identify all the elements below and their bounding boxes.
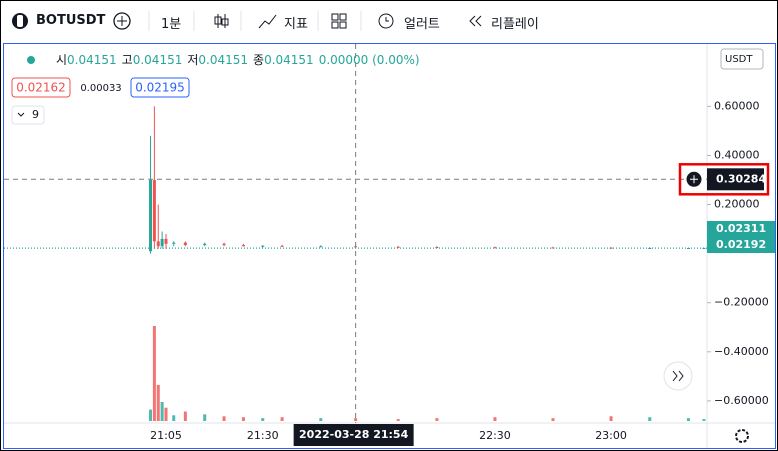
status-dot bbox=[27, 56, 35, 64]
volume-bar bbox=[648, 417, 652, 421]
legend-low-label: 저 bbox=[187, 53, 198, 67]
volume-bar bbox=[164, 407, 168, 421]
x-tick-label: 21:30 bbox=[247, 429, 279, 442]
ask: 0.02195 bbox=[135, 81, 185, 95]
volume-bar bbox=[686, 418, 690, 421]
volume-bar bbox=[203, 414, 207, 421]
indicator-count: 9 bbox=[32, 108, 39, 121]
bid-box bbox=[11, 77, 71, 98]
volume-bar bbox=[280, 417, 284, 421]
interval[interactable]: 1분 bbox=[161, 17, 182, 32]
ask-box bbox=[130, 77, 190, 98]
legend-close-label: 종 bbox=[253, 53, 264, 67]
crosshair-price-box bbox=[678, 163, 770, 196]
chart-frame: 0.60000 0.40000 0.20000 −0.20000 −0.40000 −0.… bbox=[3, 43, 776, 449]
volume-bar bbox=[172, 415, 176, 421]
last-price-box bbox=[707, 237, 775, 253]
candle-body bbox=[203, 243, 207, 246]
candle-body bbox=[609, 247, 613, 249]
last-price-label: 0.02311 bbox=[716, 222, 766, 235]
legend-low: 0.04151 bbox=[198, 53, 248, 67]
chart: 0.60000 0.40000 0.20000 −0.20000 −0.40000 −0.… bbox=[4, 44, 775, 448]
volume-bar bbox=[551, 418, 555, 421]
y-tick-label: −0.40000 bbox=[714, 345, 769, 358]
replay[interactable]: 리플레이 bbox=[491, 17, 539, 32]
candle-body bbox=[172, 242, 176, 244]
crosshair-price-label: 0.30284 bbox=[716, 172, 766, 185]
spread: 0.00033 bbox=[80, 83, 121, 94]
y-tick-label: 0.20000 bbox=[714, 198, 760, 211]
volume-bar bbox=[156, 384, 160, 421]
chevron bbox=[17, 112, 25, 117]
volume-bar bbox=[493, 417, 497, 421]
legend-change: 0.00000 (0.00%) bbox=[319, 53, 420, 67]
toolbar: BOTUSDT 1분 지표 얼러트 리플레이 bbox=[1, 1, 777, 41]
volume-bar bbox=[160, 402, 164, 421]
volume-bar bbox=[354, 418, 358, 421]
candle-body bbox=[149, 180, 153, 252]
scroll-button[interactable] bbox=[663, 361, 693, 391]
candle-body bbox=[222, 243, 226, 246]
candle-body bbox=[152, 180, 156, 242]
bid: 0.02162 bbox=[16, 81, 66, 95]
legend-open-label: 시 bbox=[56, 53, 67, 67]
legend-high: 0.04151 bbox=[133, 53, 183, 67]
y-tick-label: 0.60000 bbox=[714, 99, 760, 112]
volume-bar bbox=[261, 418, 265, 421]
volume-bar bbox=[609, 416, 613, 421]
settings-gear[interactable] bbox=[735, 429, 749, 443]
currency-select[interactable] bbox=[720, 48, 764, 70]
candle-body bbox=[396, 246, 400, 248]
candle-body bbox=[156, 241, 160, 247]
legend-close: 0.04151 bbox=[264, 53, 314, 67]
y-tick-label: −0.20000 bbox=[714, 296, 769, 309]
indicator-toggle[interactable] bbox=[11, 105, 45, 125]
crosshair-time-label: 2022-03-28 21:54 bbox=[299, 428, 409, 441]
x-tick-label: 23:00 bbox=[595, 429, 627, 442]
plus-icon bbox=[690, 175, 698, 184]
candle-body bbox=[280, 245, 284, 247]
candle-body bbox=[319, 246, 323, 248]
volume-bar bbox=[183, 411, 187, 421]
candle-body bbox=[354, 246, 358, 248]
toolbar-icons bbox=[12, 11, 482, 31]
legend-high-label: 고 bbox=[122, 53, 133, 67]
volume-bar bbox=[396, 419, 400, 421]
crosshair-time-box bbox=[293, 424, 414, 446]
volume-bar bbox=[435, 418, 439, 421]
symbol[interactable]: BOTUSDT bbox=[36, 13, 106, 28]
volume-bar bbox=[702, 419, 706, 421]
currency: USDT bbox=[725, 54, 753, 65]
y-tick-label: 0.40000 bbox=[714, 148, 760, 161]
volume-bar bbox=[152, 326, 156, 421]
x-tick-label: 21:05 bbox=[150, 429, 182, 442]
volume-bar bbox=[241, 417, 245, 421]
candle-body bbox=[493, 247, 497, 249]
legend-open: 0.04151 bbox=[67, 53, 117, 67]
candle-body bbox=[183, 242, 187, 246]
x-tick-label: 22:30 bbox=[479, 429, 511, 442]
indicators[interactable]: 지표 bbox=[284, 17, 308, 32]
crosshair-price-bg bbox=[707, 168, 764, 191]
candle-body bbox=[160, 238, 164, 247]
candle-body bbox=[261, 245, 265, 247]
volume-bar bbox=[149, 409, 153, 421]
last-price-box bbox=[707, 221, 775, 237]
scroll-icon bbox=[672, 370, 684, 382]
candle-body bbox=[241, 245, 245, 247]
y-tick-label: −0.60000 bbox=[714, 394, 769, 407]
last-price-label: 0.02192 bbox=[716, 238, 766, 251]
alert[interactable]: 얼러트 bbox=[404, 17, 440, 32]
ohlc-legend: 시0.04151 고0.04151 저0.04151 종0.04151 0.00000 … bbox=[56, 53, 420, 67]
candle-body bbox=[164, 238, 168, 244]
volume-bar bbox=[222, 416, 226, 421]
volume-bar bbox=[319, 418, 323, 421]
